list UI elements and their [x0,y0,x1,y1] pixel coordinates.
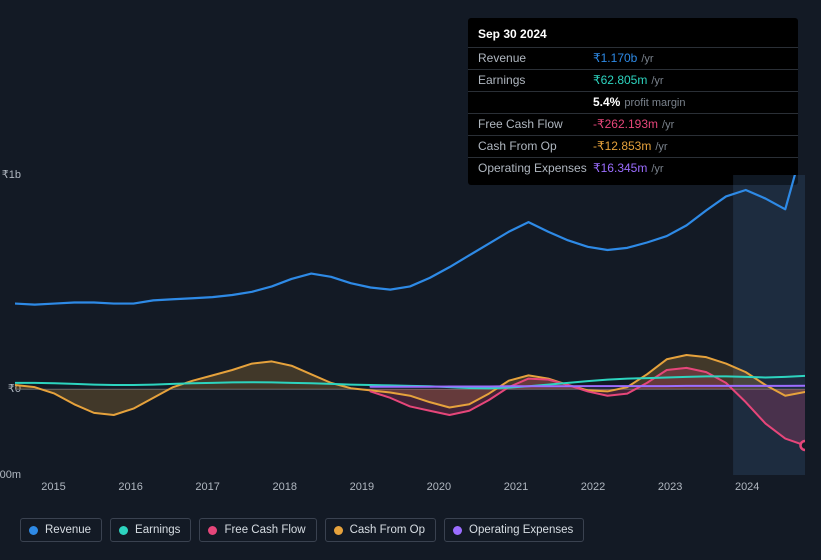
x-axis-tick-label: 2016 [118,481,142,493]
tooltip-metric-label: Revenue [478,50,593,68]
x-axis-tick-label: 2021 [504,481,528,493]
tooltip-date: Sep 30 2024 [468,24,798,47]
tooltip-extra-value: 5.4% [593,94,620,111]
tooltip-unit: /yr [651,74,663,90]
legend-label: Cash From Op [350,524,425,536]
x-axis-tick-label: 2015 [41,481,65,493]
legend-label: Earnings [135,524,180,536]
legend-swatch [29,526,38,535]
tooltip-row: Free Cash Flow-₹262.193m /yr [468,113,798,135]
x-axis-tick-label: 2024 [735,481,759,493]
tooltip-unit: /yr [662,118,674,134]
chart-legend: Revenue Earnings Free Cash Flow Cash From O… [20,518,584,542]
legend-swatch [208,526,217,535]
tooltip-unit: /yr [655,140,667,156]
series-line-opex [371,386,806,387]
legend-label: Revenue [45,524,91,536]
series-end-dot-fcf [801,441,806,450]
tooltip-metric-value: ₹62.805m [593,72,647,89]
x-axis: 2015 2016 2017 2018 2019 2020 2021 2022 2023 2024 [15,481,805,499]
x-axis-tick-label: 2022 [581,481,605,493]
legend-swatch [119,526,128,535]
tooltip-extra-label: profit margin [624,96,685,112]
tooltip-metric-label: Earnings [478,72,593,90]
legend-label: Free Cash Flow [224,524,305,536]
tooltip-unit: /yr [641,52,653,68]
tooltip-row-extra: 5.4% profit margin [468,91,798,113]
tooltip-metric-value: -₹12.853m [593,138,651,155]
legend-item-cash_from_op[interactable]: Cash From Op [325,518,436,542]
x-axis-tick-label: 2019 [350,481,374,493]
financials-chart: ₹1b₹0-₹400m 2015201620172018201920202021… [0,155,821,510]
series-line-revenue [15,175,805,305]
x-axis-tick-label: 2023 [658,481,682,493]
legend-item-earnings[interactable]: Earnings [110,518,191,542]
legend-swatch [453,526,462,535]
tooltip-row: Cash From Op-₹12.853m /yr [468,135,798,157]
tooltip-row: Earnings₹62.805m /yr [468,69,798,91]
legend-swatch [334,526,343,535]
x-axis-tick-label: 2017 [195,481,219,493]
tooltip-metric-value: ₹1.170b [593,50,637,67]
legend-label: Operating Expenses [469,524,573,536]
x-axis-tick-label: 2020 [427,481,451,493]
x-axis-tick-label: 2018 [273,481,297,493]
legend-item-opex[interactable]: Operating Expenses [444,518,584,542]
chart-plot-area[interactable] [15,175,805,475]
tooltip-row: Revenue₹1.170b /yr [468,47,798,69]
tooltip-metric-value: -₹262.193m [593,116,658,133]
legend-item-fcf[interactable]: Free Cash Flow [199,518,316,542]
tooltip-metric-label: Cash From Op [478,138,593,156]
tooltip-metric-label: Free Cash Flow [478,116,593,134]
legend-item-revenue[interactable]: Revenue [20,518,102,542]
